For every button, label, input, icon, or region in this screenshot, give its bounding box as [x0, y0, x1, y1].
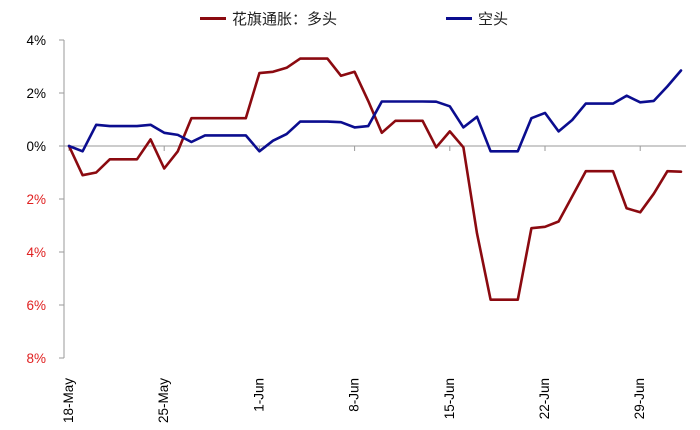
- y-tick-label: 2%: [26, 192, 46, 207]
- y-tick-label: 8%: [26, 351, 46, 366]
- y-tick-label: 6%: [26, 298, 46, 313]
- legend-swatch-short: [446, 16, 472, 20]
- y-tick-label: 0%: [26, 139, 46, 154]
- y-tick-label: 4%: [26, 33, 46, 48]
- x-tick-label: 22-Jun: [537, 378, 552, 419]
- x-tick-label: 29-Jun: [632, 378, 647, 419]
- legend-label-long: 花旗通胀：多头: [232, 9, 338, 28]
- x-tick-label: 15-Jun: [442, 378, 457, 419]
- legend-item-long: 花旗通胀：多头: [200, 6, 337, 30]
- x-tick-label: 25-May: [156, 378, 171, 423]
- legend-label-short: 空头: [478, 9, 509, 28]
- legend-swatch-long: [200, 16, 226, 20]
- series-line-long: [67, 57, 683, 302]
- series-line-short: [67, 69, 683, 153]
- x-tick-label: 8-Jun: [347, 378, 362, 412]
- x-tick-label: 1-Jun: [251, 378, 266, 412]
- y-tick-label: 2%: [26, 86, 46, 101]
- legend-item-short: 空头: [446, 6, 508, 30]
- x-tick-label: 18-May: [61, 378, 76, 423]
- y-tick-label: 4%: [26, 245, 46, 260]
